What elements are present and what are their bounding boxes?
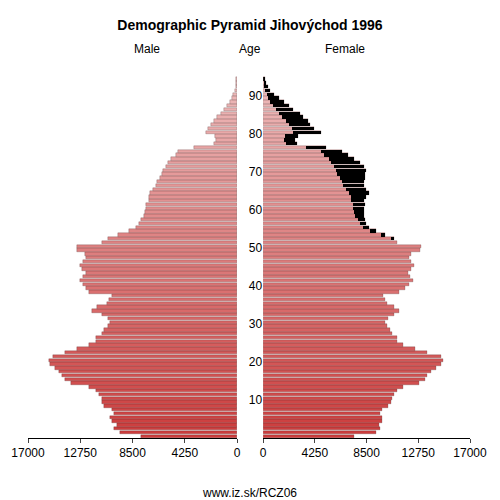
svg-text:10: 10 <box>249 393 263 407</box>
svg-text:70: 70 <box>249 165 263 179</box>
svg-text:12750: 12750 <box>64 446 98 460</box>
svg-text:17000: 17000 <box>453 446 487 460</box>
svg-text:12750: 12750 <box>402 446 436 460</box>
svg-text:Female: Female <box>325 42 365 56</box>
svg-text:www.iz.sk/RCZ06: www.iz.sk/RCZ06 <box>202 486 297 500</box>
svg-text:0: 0 <box>260 446 267 460</box>
svg-text:0: 0 <box>234 446 241 460</box>
svg-text:4250: 4250 <box>302 446 329 460</box>
svg-text:60: 60 <box>249 203 263 217</box>
svg-text:40: 40 <box>249 279 263 293</box>
svg-text:8500: 8500 <box>119 446 146 460</box>
svg-text:30: 30 <box>249 317 263 331</box>
svg-text:90: 90 <box>249 89 263 103</box>
svg-text:8500: 8500 <box>353 446 380 460</box>
svg-text:50: 50 <box>249 241 263 255</box>
svg-text:Age: Age <box>239 42 261 56</box>
svg-text:Demographic Pyramid Jihovýchod: Demographic Pyramid Jihovýchod 1996 <box>117 17 383 33</box>
svg-text:80: 80 <box>249 127 263 141</box>
svg-text:4250: 4250 <box>171 446 198 460</box>
svg-text:17000: 17000 <box>11 446 45 460</box>
svg-text:20: 20 <box>249 355 263 369</box>
svg-text:Male: Male <box>134 42 160 56</box>
